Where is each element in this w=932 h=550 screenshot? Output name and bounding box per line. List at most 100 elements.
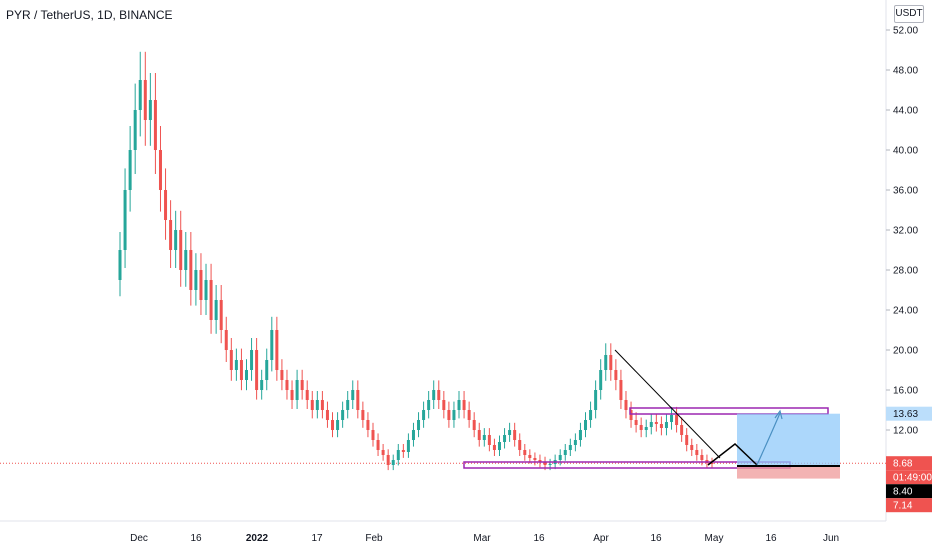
x-tick-label: 17	[311, 533, 323, 544]
candle-body	[376, 440, 380, 450]
candle-body	[417, 420, 421, 430]
candle-body	[310, 400, 314, 410]
candle-body	[589, 410, 593, 420]
candle-body	[331, 420, 335, 430]
price-label-box	[886, 498, 932, 513]
candle-body	[634, 420, 638, 425]
candle-body	[543, 462, 547, 465]
candle-body	[153, 100, 157, 150]
candle-body	[680, 425, 684, 435]
candle-body	[270, 330, 274, 360]
candle-body	[573, 440, 577, 445]
x-tick-label: 16	[650, 533, 662, 544]
candle-body	[604, 355, 608, 370]
candle-body	[371, 430, 375, 440]
candle-body	[619, 380, 623, 400]
x-tick-label: Apr	[593, 533, 609, 544]
arrow-head	[774, 409, 783, 420]
price-label-box	[886, 484, 932, 499]
candle-body	[255, 350, 259, 390]
candle-body	[670, 415, 674, 422]
candle-body	[477, 430, 481, 440]
candle-body	[518, 440, 522, 450]
candle-body	[644, 427, 648, 430]
x-tick-label: Jun	[823, 533, 839, 544]
candle-body	[533, 458, 537, 460]
candle-body	[487, 435, 491, 445]
candle-body	[250, 350, 254, 370]
y-tick-label: 44.00	[893, 106, 918, 117]
candle-body	[315, 400, 319, 410]
x-tick-label: 2022	[246, 533, 269, 544]
candle-body	[700, 455, 704, 460]
candle-body	[209, 280, 213, 320]
candle-body	[143, 80, 147, 120]
candle-body	[406, 440, 410, 452]
candle-body	[629, 410, 633, 420]
candle-body	[695, 450, 699, 455]
y-tick-label: 12.00	[893, 426, 918, 437]
candle-body	[467, 410, 471, 420]
candle-body	[234, 360, 238, 370]
candle-body	[508, 430, 512, 435]
candle-body	[138, 80, 142, 110]
candle-body	[432, 390, 436, 400]
price-label: 01:49:00	[893, 473, 932, 484]
candle-body	[584, 420, 588, 430]
candle-body	[194, 270, 198, 290]
candle-body	[624, 400, 628, 410]
y-tick-label: 40.00	[893, 146, 918, 157]
candle-body	[300, 380, 304, 390]
candle-body	[649, 422, 653, 427]
candle-body	[528, 455, 532, 458]
candle-body	[351, 390, 355, 400]
currency-button[interactable]: USDT	[894, 5, 924, 23]
stop-zone	[737, 466, 840, 479]
candle-body	[204, 280, 208, 300]
candle-body	[179, 230, 183, 270]
candle-body	[427, 400, 431, 410]
target-zone	[737, 413, 840, 466]
y-tick-label: 16.00	[893, 386, 918, 397]
y-tick-label: 36.00	[893, 186, 918, 197]
candle-body	[295, 380, 299, 400]
candle-body	[219, 300, 223, 330]
x-tick-label: 16	[190, 533, 202, 544]
candle-body	[366, 420, 370, 430]
candle-body	[174, 230, 178, 250]
candle-body	[280, 370, 284, 380]
candle-body	[568, 445, 572, 450]
candle-body	[158, 150, 162, 190]
candle-body	[685, 435, 689, 445]
candle-body	[614, 370, 618, 380]
candle-body	[320, 400, 324, 410]
projected-path	[707, 443, 758, 466]
candle-body	[133, 110, 137, 150]
candle-body	[659, 424, 663, 428]
candle-body	[341, 410, 345, 420]
candle-body	[128, 150, 132, 190]
candle-body	[675, 415, 679, 425]
candle-body	[482, 435, 486, 440]
x-tick-label: Mar	[473, 533, 491, 544]
candle-body	[224, 330, 228, 350]
y-tick-label: 28.00	[893, 266, 918, 277]
candle-body	[437, 390, 441, 400]
price-label: 8.68	[893, 459, 913, 470]
candle-body	[523, 450, 527, 455]
resistance-zone	[629, 407, 829, 415]
candle-body	[336, 420, 340, 430]
candle-body	[609, 355, 613, 370]
candle-body	[199, 270, 203, 300]
candle-body	[396, 450, 400, 460]
candle-body	[229, 350, 233, 370]
y-tick-label: 24.00	[893, 306, 918, 317]
candle-body	[391, 460, 395, 465]
candle-body	[422, 410, 426, 420]
candle-body	[118, 250, 122, 280]
candle-body	[386, 455, 390, 465]
candle-body	[356, 390, 360, 410]
trendline	[614, 349, 721, 459]
candle-body	[214, 300, 218, 320]
